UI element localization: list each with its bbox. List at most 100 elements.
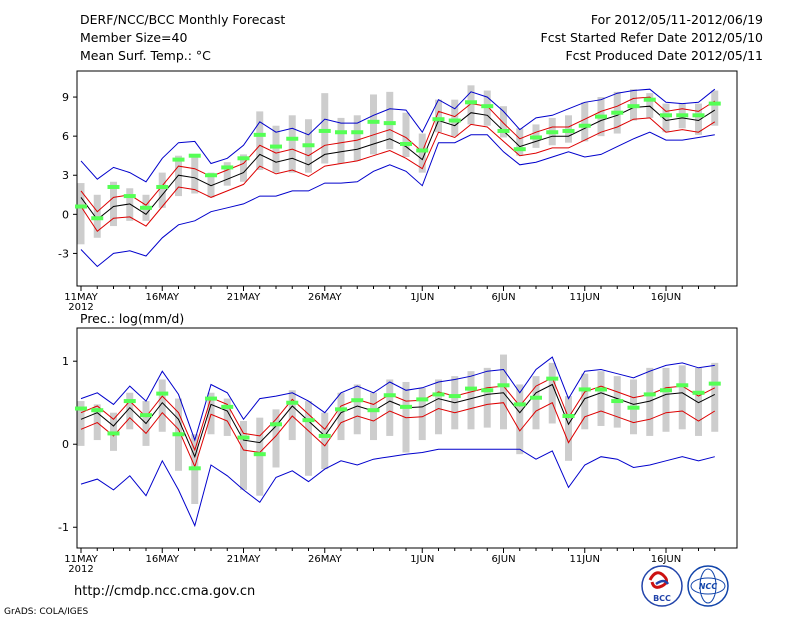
prec-ensemble-bar [467, 371, 475, 430]
prec-observed-marker [676, 383, 689, 388]
prec-ensemble-bar [288, 390, 296, 441]
prec-max-line [80, 356, 715, 442]
temp-observed-marker [595, 114, 607, 119]
precipitation-panel: -1 0 1 11MAY 16MAY 21MAY 26MAY 1JUN 6JUN 11JUN 16J… [58, 327, 738, 575]
prec-ensemble-bar [370, 392, 377, 441]
temp-observed-marker [140, 205, 152, 210]
start-date: Fcst Started Refer Date 2012/05/10 [541, 30, 764, 45]
temp-observed-marker [156, 184, 169, 189]
produced-date: Fcst Produced Date 2012/05/11 [565, 48, 763, 63]
temp-observed-marker [562, 128, 575, 133]
temp-observed-marker [75, 204, 87, 209]
temp-ensemble-bar [223, 162, 231, 186]
temp-observed-marker [660, 113, 672, 118]
temp-ensemble-bar [500, 106, 507, 138]
source-url[interactable]: http://cmdp.ncc.cma.gov.cn [74, 584, 255, 599]
temp-ensemble-bar [402, 112, 410, 157]
prec-xtick-label: 21MAY [227, 554, 261, 565]
temp-observed-marker [123, 194, 136, 199]
temp-xtick-label: 11MAY [64, 292, 98, 303]
temp-observed-marker [692, 113, 705, 118]
prec-observed-marker [205, 396, 217, 401]
prec-ensemble-bar [678, 365, 686, 430]
prec-ensemble-bar [223, 398, 231, 436]
temp-ytick-label: 3 [62, 169, 69, 182]
prec-ensemble-bar [711, 362, 719, 432]
prec-xtick-label: 26MAY [308, 554, 342, 565]
prec-ensemble-bar [695, 367, 702, 436]
precip-label: Prec.: log(mm/d) [80, 311, 184, 326]
temp-ensemble-bar [646, 93, 654, 118]
prec-observed-marker [611, 399, 624, 404]
prec-ensemble-bar [483, 367, 491, 428]
temp-observed-marker [627, 104, 640, 109]
prec-ensemble-bar [305, 401, 312, 476]
prec-ensemble-bar [500, 354, 507, 430]
prec-observed-marker [530, 395, 542, 400]
temp-ensemble-bar [321, 93, 329, 164]
temp-ytick-label: 0 [62, 208, 69, 221]
prec-observed-marker [286, 400, 299, 405]
prec-ensemble-bar [548, 362, 556, 424]
temp-ensemble-bar [370, 94, 377, 155]
prec-observed-marker [123, 399, 136, 404]
prec-upper-spread-line [80, 377, 716, 452]
temp-lower-spread-line [80, 117, 716, 233]
temp-ytick-label: 9 [62, 91, 69, 104]
temp-observed-marker [270, 144, 282, 149]
temp-ensemble-bar [272, 125, 280, 173]
temp-observed-marker [318, 128, 331, 133]
temp-observed-marker [302, 143, 315, 148]
temp-ensemble-bar [256, 111, 264, 171]
temp-observed-marker [432, 117, 445, 122]
prec-observed-marker [91, 408, 104, 413]
member-size: Member Size=40 [80, 30, 187, 45]
prec-observed-marker [188, 466, 201, 471]
prec-observed-marker [140, 413, 152, 418]
prec-observed-marker [335, 407, 347, 412]
prec-ensemble-bar [581, 373, 589, 430]
prec-observed-marker [481, 388, 494, 393]
temp-xtick-label: 1JUN [410, 292, 434, 303]
prec-observed-marker [627, 405, 640, 410]
prec-observed-marker [400, 404, 412, 409]
prec-ensemble-bar [158, 379, 166, 432]
prec-ytick-label: 1 [62, 355, 69, 368]
prec-xtick-label: 16MAY [145, 554, 179, 565]
temp-xtick-label: 16JUN [651, 292, 681, 303]
temp-ensemble-bar [467, 85, 475, 125]
forecast-period: For 2012/05/11-2012/06/19 [591, 12, 763, 27]
temp-observed-marker [546, 130, 559, 135]
prec-observed-marker [367, 408, 380, 413]
prec-ensemble-bar [516, 384, 524, 455]
temp-ensemble-bar [77, 183, 85, 245]
prec-plot-frame [76, 327, 738, 549]
temp-year-label: 2012 [68, 302, 93, 313]
temp-observed-marker [107, 184, 120, 189]
temp-ensemble-bar [191, 154, 199, 194]
prec-observed-marker [270, 422, 282, 427]
bcc-logo-text: BCC [653, 594, 671, 603]
temp-ensemble-bar [207, 172, 215, 198]
temp-observed-marker [448, 118, 461, 123]
prec-observed-marker [465, 386, 477, 391]
prec-xtick-label: 16JUN [651, 554, 681, 565]
temp-observed-marker [253, 132, 266, 137]
prec-ensemble-bar [435, 379, 442, 435]
temp-ensemble-bar [288, 115, 296, 173]
temp-observed-marker [465, 100, 477, 105]
temp-xtick-label: 26MAY [308, 292, 342, 303]
temp-ensemble-bar [711, 90, 719, 126]
prec-ensemble-bar [77, 401, 85, 446]
temp-ensemble-bar [240, 154, 247, 182]
prec-ensemble-bar [353, 384, 361, 435]
prec-observed-marker [643, 392, 656, 397]
prec-xtick-label: 6JUN [491, 554, 515, 565]
temp-ensemble-bar [110, 181, 117, 227]
temp-observed-marker [400, 141, 412, 146]
temp-xtick-label: 21MAY [227, 292, 261, 303]
temp-ytick-label: 6 [62, 130, 69, 143]
prec-observed-marker [546, 376, 559, 381]
prec-observed-marker [513, 402, 526, 407]
